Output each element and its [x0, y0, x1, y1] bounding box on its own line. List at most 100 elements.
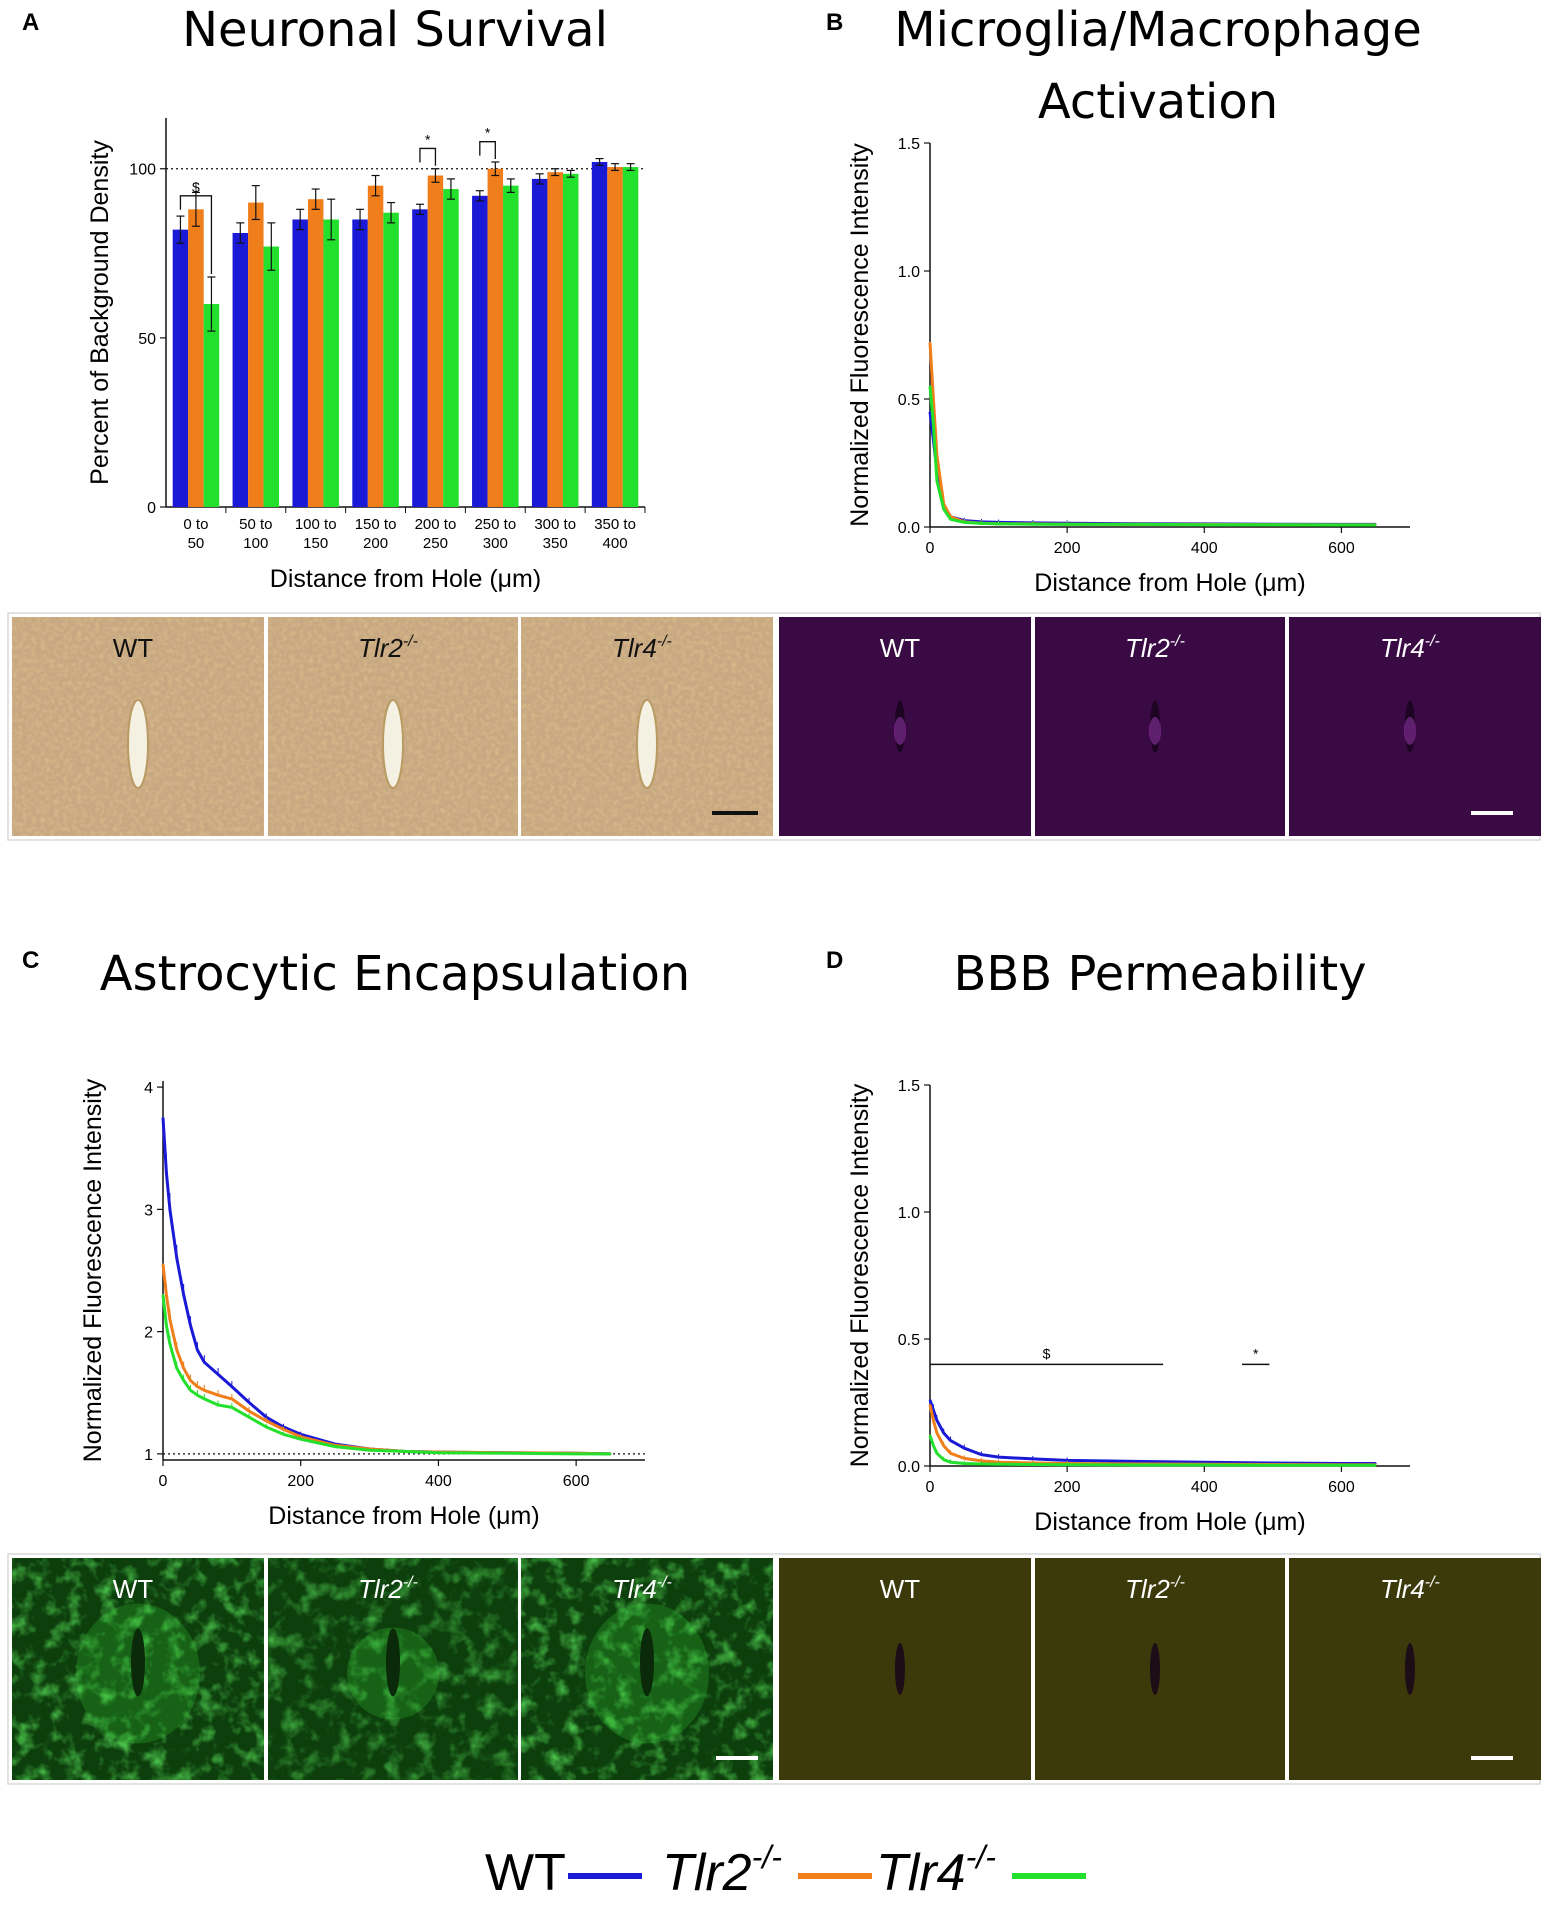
data-point [182, 1379, 185, 1382]
micrograph-tile: WT [12, 1558, 264, 1780]
x-tick-label: 200 [287, 1473, 314, 1490]
category-label: 150 [303, 535, 328, 552]
legend: WT Tlr2-/- Tlr4-/- [485, 1839, 1086, 1902]
category-label: 0 to [183, 516, 208, 533]
data-point [175, 1257, 178, 1260]
electrode-hole [1150, 1643, 1160, 1695]
y-tick-label: 50 [138, 331, 156, 348]
y-axis-label: Normalized Fluorescence Intensity [846, 1083, 874, 1467]
data-point [932, 1419, 935, 1422]
data-point [980, 1463, 983, 1465]
data-point [1031, 1463, 1034, 1466]
data-point [929, 1404, 931, 1406]
micrograph-tile: Tlr2-/- [268, 617, 518, 836]
y-tick-label: 1.0 [898, 1205, 920, 1222]
data-point [929, 410, 931, 413]
x-axis-label: Distance from Hole (μm) [1034, 569, 1305, 597]
significance-label: $ [192, 179, 200, 195]
data-point [334, 1445, 337, 1448]
y-tick-label: 3 [144, 1202, 153, 1219]
bar-tlr4 [503, 185, 519, 508]
category-label: 250 [423, 535, 448, 552]
data-point [963, 1447, 966, 1450]
data-point [932, 1444, 935, 1447]
data-point [168, 1318, 171, 1321]
panel-a-title: Neuronal Survival [182, 2, 608, 58]
data-point [248, 1410, 250, 1412]
micrograph-tile: WT [779, 1558, 1031, 1780]
data-point [196, 1385, 199, 1388]
panel-c-title: Astrocytic Encapsulation [100, 946, 690, 1002]
bar-wt [591, 161, 608, 507]
data-point [175, 1367, 178, 1370]
bar-tlr2 [487, 168, 504, 507]
data-point [963, 521, 966, 524]
category-label: 50 to [239, 516, 272, 533]
bar-tlr2 [248, 202, 264, 507]
bar-tlr2 [367, 185, 384, 508]
panel-c-letter: C [22, 947, 39, 974]
data-point [932, 423, 935, 426]
data-point [403, 1450, 405, 1453]
y-tick-label: 0.0 [898, 1459, 920, 1476]
data-point [942, 1458, 945, 1461]
y-tick-label: 1.5 [898, 1078, 920, 1095]
data-point [609, 1452, 612, 1455]
tile-label-gene: Tlr2 [1125, 633, 1170, 663]
data-point [929, 385, 931, 388]
tile-label: Tlr4-/- [612, 633, 672, 663]
data-point [1374, 1464, 1377, 1467]
data-point [217, 1404, 219, 1406]
microglia-signal [893, 716, 906, 745]
data-point [1031, 1457, 1034, 1460]
micrograph-tile: WT [779, 617, 1031, 836]
bar-wt [412, 209, 428, 507]
data-point [506, 1452, 509, 1455]
micrograph-tile: Tlr4-/- [1289, 1558, 1541, 1780]
data-point [1340, 524, 1343, 526]
electrode-hole [127, 699, 149, 790]
bar-tlr2 [547, 172, 563, 507]
category-label: 250 to [474, 516, 516, 533]
panel-d: D BBB Permeability 0.0 0.5 1.0 1.5 0 200 400 60… [826, 946, 1410, 1536]
chart-astrocytic-encapsulation: 1 2 3 4 0 200 400 600 Distance from Hole (μm) Nor… [79, 1078, 645, 1530]
data-point [1134, 1464, 1137, 1466]
data-point [265, 1419, 268, 1422]
data-point [1134, 1460, 1137, 1463]
data-point [997, 1463, 1000, 1466]
data-point [929, 1434, 931, 1437]
data-point [437, 1451, 440, 1454]
tile-label-superscript: -/- [403, 633, 418, 650]
data-point [196, 1349, 199, 1351]
data-point [168, 1208, 171, 1211]
data-point [368, 1449, 371, 1452]
bar-tlr4 [323, 219, 339, 507]
bar-tlr2 [307, 199, 324, 507]
y-axis-label: Percent of Background Density [86, 140, 114, 485]
tile-label: WT [113, 633, 154, 663]
series-line-tlr4 [928, 386, 1376, 527]
tile-label-superscript: -/- [1170, 1574, 1185, 1591]
data-point [1340, 1464, 1343, 1467]
tile-label-superscript: -/- [1425, 1574, 1440, 1591]
bar-tlr2 [188, 209, 204, 507]
y-tick-label: 1 [144, 1447, 153, 1464]
micrograph-background [1289, 1558, 1541, 1780]
tile-label-superscript: -/- [1425, 633, 1440, 650]
data-point [980, 522, 983, 525]
x-tick-label: 0 [926, 540, 935, 557]
data-point [248, 1401, 250, 1404]
y-axis-label: Normalized Fluorescence Intensity [79, 1078, 107, 1462]
data-point [942, 1444, 945, 1447]
data-point [949, 518, 952, 521]
data-point [1066, 523, 1069, 526]
chart-neuronal-survival: 0 50 100 0 to 50 50 to 100 100 to 150 150 to 200 20… [86, 118, 646, 593]
micrograph-background [779, 1558, 1031, 1780]
panel-b: B Microglia/Macrophage Activation 0.0 0.5… [826, 2, 1422, 597]
data-point [980, 1453, 983, 1456]
data-point [1271, 523, 1274, 526]
series-line-tlr4 [161, 1294, 611, 1456]
micrograph-background [1289, 617, 1541, 836]
data-point [203, 1361, 206, 1364]
